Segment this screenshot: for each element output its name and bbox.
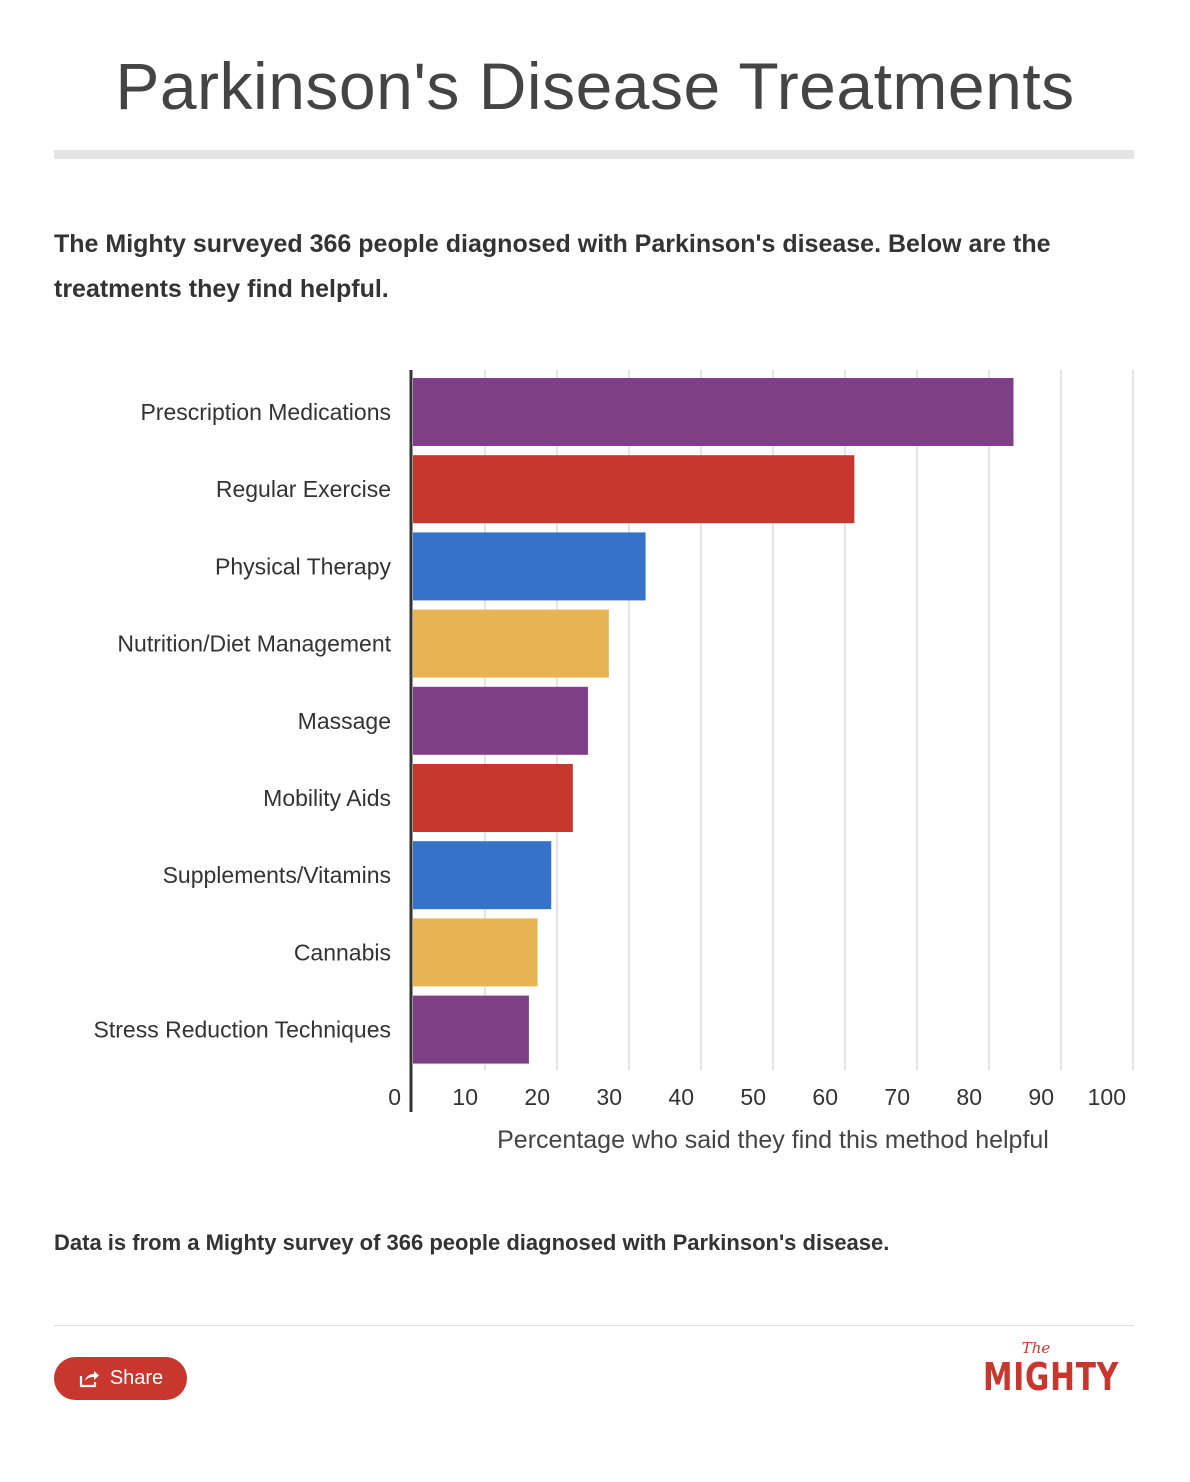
category-label-6: Supplements/Vitamins — [163, 862, 391, 888]
footer-divider — [54, 1325, 1134, 1326]
data-source-note: Data is from a Mighty survey of 366 peop… — [54, 1230, 890, 1255]
tick-label-80: 80 — [956, 1084, 982, 1110]
category-label-4: Massage — [298, 708, 391, 734]
category-label-1: Regular Exercise — [216, 476, 391, 502]
x-axis-title: Percentage who said they find this metho… — [497, 1126, 1049, 1154]
tick-label-40: 40 — [668, 1084, 694, 1110]
tick-label-30: 30 — [596, 1084, 622, 1110]
category-label-8: Stress Reduction Techniques — [94, 1017, 391, 1043]
category-label-7: Cannabis — [294, 939, 391, 965]
category-label-5: Mobility Aids — [263, 785, 391, 811]
brand-name: MIGHTY — [982, 1355, 1119, 1399]
bar-6 — [413, 841, 552, 910]
bar-2 — [413, 532, 646, 601]
category-label-0: Prescription Medications — [140, 399, 391, 425]
tick-label-70: 70 — [884, 1084, 910, 1110]
bar-7 — [413, 918, 538, 987]
tick-label-10: 10 — [452, 1084, 478, 1110]
bar-4 — [413, 686, 588, 755]
tick-label-60: 60 — [812, 1084, 838, 1110]
brand-logo: The MIGHTY — [968, 1339, 1119, 1399]
title-divider — [54, 150, 1134, 159]
bar-5 — [413, 764, 573, 832]
chart-subtitle: The Mighty surveyed 366 people diagnosed… — [54, 230, 1051, 303]
category-label-3: Nutrition/Diet Management — [117, 631, 391, 657]
tick-label-100: 100 — [1088, 1084, 1126, 1110]
bar-0 — [413, 378, 1014, 446]
category-label-2: Physical Therapy — [215, 553, 391, 579]
bar-chart: Prescription Medications Regular Exercise… — [94, 370, 1134, 1154]
bar-1 — [413, 455, 855, 524]
tick-label-0: 0 — [388, 1084, 401, 1110]
share-icon — [79, 1370, 99, 1387]
share-button[interactable]: Share — [54, 1357, 187, 1400]
share-label: Share — [109, 1367, 164, 1389]
tick-label-50: 50 — [740, 1084, 766, 1110]
brand-the: The — [1021, 1339, 1051, 1357]
page-title: Parkinson's Disease Treatments — [115, 49, 1075, 123]
bar-8 — [413, 995, 529, 1064]
tick-label-20: 20 — [524, 1084, 550, 1110]
bar-3 — [413, 609, 609, 678]
tick-label-90: 90 — [1028, 1084, 1054, 1110]
